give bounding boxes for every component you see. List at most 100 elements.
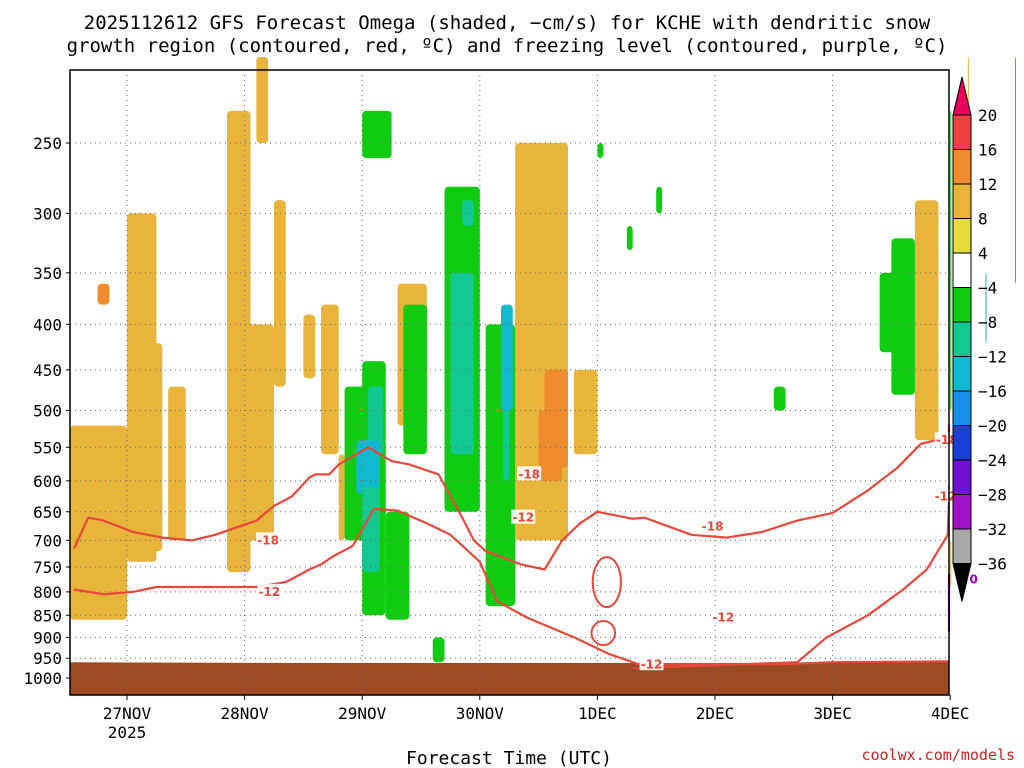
contour-label-bg bbox=[933, 488, 958, 503]
contour-label-bg bbox=[700, 518, 725, 533]
colorbar-label: 4 bbox=[978, 244, 988, 263]
omega-cell bbox=[950, 110, 952, 411]
contour-label: -12 bbox=[512, 511, 534, 525]
colorbar-label: −16 bbox=[978, 382, 1007, 401]
colorbar-swatch bbox=[952, 287, 972, 323]
omega-cell bbox=[432, 637, 445, 663]
colorbar-swatch bbox=[952, 218, 972, 254]
omega-cell bbox=[1014, 56, 1016, 284]
y-tick-label: 400 bbox=[33, 315, 62, 334]
omega-cell bbox=[597, 143, 604, 159]
omega-cell bbox=[70, 425, 127, 620]
colorbar-label: −8 bbox=[978, 313, 997, 332]
chart-title-line2: growth region (contoured, red, ºC) and f… bbox=[67, 35, 948, 57]
y-tick-label: 850 bbox=[33, 606, 62, 625]
y-tick-label: 350 bbox=[33, 264, 62, 283]
colorbar-swatch bbox=[952, 390, 972, 426]
contour-label-bg bbox=[257, 583, 282, 598]
colorbar-swatch bbox=[952, 425, 972, 461]
contour-label-bg bbox=[256, 532, 281, 547]
omega-cell bbox=[385, 511, 410, 620]
omega-cell bbox=[362, 110, 392, 159]
colorbar-label: 20 bbox=[978, 106, 997, 125]
y-tick-label: 600 bbox=[33, 472, 62, 491]
omega-cell bbox=[168, 386, 186, 541]
x-axis-label: Forecast Time (UTC) bbox=[406, 748, 612, 768]
colorbar-swatch bbox=[952, 114, 972, 150]
contour-label: -12 bbox=[258, 585, 280, 599]
x-tick-label: 2DEC bbox=[696, 704, 735, 723]
contour-label: -12 bbox=[935, 490, 957, 504]
contour-line bbox=[638, 660, 950, 666]
y-tick-label: 700 bbox=[33, 531, 62, 550]
colorbar-swatch bbox=[952, 149, 972, 185]
contour-loop bbox=[590, 620, 617, 647]
y-tick-label: 300 bbox=[33, 204, 62, 223]
x-tick-label: 1DEC bbox=[578, 704, 617, 723]
colorbar-label: −28 bbox=[978, 486, 1007, 505]
ground bbox=[70, 660, 949, 695]
y-tick-label: 450 bbox=[33, 361, 62, 380]
omega-cell bbox=[573, 369, 598, 455]
contour-label: -18 bbox=[257, 533, 279, 547]
contour-label: 0 bbox=[970, 573, 978, 587]
x-tick-sublabel: 2025 bbox=[108, 723, 147, 742]
omega-cell bbox=[626, 226, 633, 251]
omega-cell bbox=[368, 386, 384, 455]
x-tick-label: 3DEC bbox=[813, 704, 852, 723]
y-tick-label: 900 bbox=[33, 628, 62, 647]
x-tick-label: 30NOV bbox=[456, 704, 505, 723]
y-tick-label: 800 bbox=[33, 583, 62, 602]
omega-cell bbox=[450, 272, 474, 455]
omega-cell bbox=[914, 200, 939, 441]
colorbar-label: −36 bbox=[978, 555, 1007, 574]
omega-cell bbox=[462, 200, 474, 227]
contour-line bbox=[73, 424, 951, 571]
y-axis-tick-labels: 250 300 350 400 450 500 550 600 650 700 750 800 850 9… bbox=[23, 134, 70, 688]
y-tick-label: 1000 bbox=[23, 669, 62, 688]
omega-cell bbox=[773, 386, 786, 411]
colorbar-label: 16 bbox=[978, 141, 997, 160]
colorbar-label: −20 bbox=[978, 417, 1007, 436]
x-tick-label: 4DEC bbox=[931, 704, 970, 723]
omega-cell bbox=[303, 314, 316, 379]
omega-cell bbox=[97, 283, 110, 305]
contour-label: -18 bbox=[702, 519, 724, 533]
omega-cell bbox=[127, 213, 157, 562]
contour-label-bg bbox=[639, 656, 664, 671]
colorbar-label: 12 bbox=[978, 175, 997, 194]
y-tick-label: 550 bbox=[33, 438, 62, 457]
colorbar-swatch bbox=[952, 459, 972, 495]
omega-cell bbox=[274, 200, 286, 387]
y-tick-label: 500 bbox=[33, 402, 62, 421]
contour-label: -12 bbox=[641, 657, 663, 671]
credit-text: coolwx.com/models bbox=[861, 746, 1015, 764]
colorbar-label: 8 bbox=[978, 210, 988, 229]
y-tick-label: 650 bbox=[33, 503, 62, 522]
contour-labels: -18 -12 -18 -12 -18 -12 -12 -18 -12 0 bbox=[256, 432, 986, 671]
colorbar-swatch bbox=[952, 252, 972, 288]
omega-cell bbox=[321, 304, 339, 455]
x-tick-label: 27NOV bbox=[103, 704, 152, 723]
x-tick-label: 29NOV bbox=[338, 704, 387, 723]
y-tick-label: 250 bbox=[33, 134, 62, 153]
omega-cell bbox=[656, 186, 663, 214]
contour-label-bg bbox=[511, 509, 536, 524]
colorbar: 20 16 12 8 4 −4 −8 −12 −16 −20 −24 −28 −32 −36 bbox=[952, 76, 1007, 602]
colorbar-label: −12 bbox=[978, 348, 1007, 367]
colorbar-label: −32 bbox=[978, 520, 1007, 539]
colorbar-swatch bbox=[952, 356, 972, 392]
ground-fill bbox=[70, 660, 949, 695]
x-tick-label: 28NOV bbox=[221, 704, 270, 723]
colorbar-swatch bbox=[952, 183, 972, 219]
contour-loop bbox=[591, 556, 622, 609]
y-tick-label: 950 bbox=[33, 649, 62, 668]
contour-line bbox=[73, 507, 639, 666]
plot-frame bbox=[69, 69, 950, 696]
contour-label-bg bbox=[517, 466, 542, 481]
omega-cell bbox=[985, 272, 987, 344]
colorbar-swatch bbox=[952, 494, 972, 530]
chart-title-line1: 2025112612 GFS Forecast Omega (shaded, −… bbox=[84, 12, 931, 34]
